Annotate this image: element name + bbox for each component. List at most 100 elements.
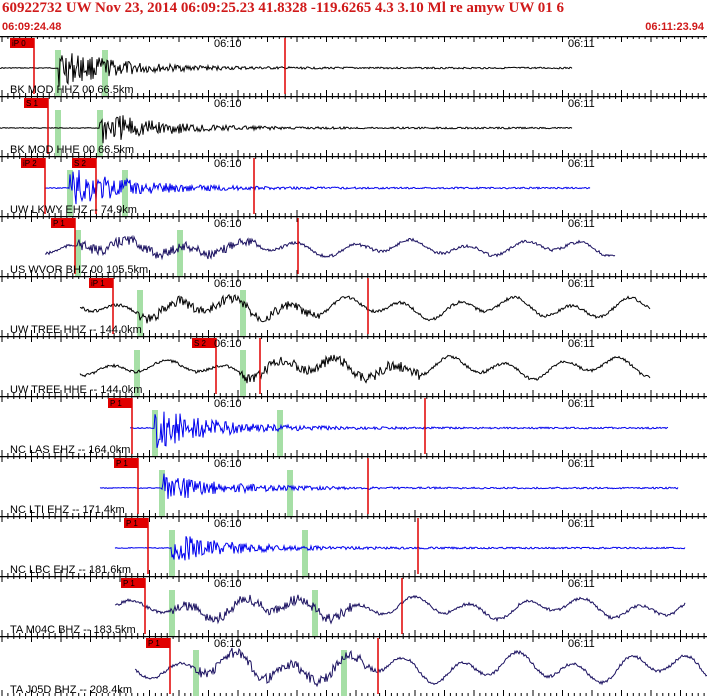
phase-pick-flag[interactable]	[192, 338, 216, 348]
phase-pick-flag[interactable]	[51, 218, 75, 228]
time-label: 06:10	[214, 38, 242, 50]
phase-window-marker	[159, 470, 165, 516]
phase-pick-label: P 1	[123, 579, 135, 588]
trace-canvas: iP 2 S 2	[0, 156, 707, 216]
trace-canvas: P 1	[0, 456, 707, 516]
phase-window-marker	[152, 410, 158, 456]
trace-canvas: P 1	[0, 576, 707, 636]
channel-label: UW TREE HHZ -- 144.0km	[10, 324, 142, 336]
trace-canvas: S 1	[0, 96, 707, 156]
trace-panel[interactable]: iP 0 06:10 06:11 BK MOD HHZ 00 66.5km	[0, 36, 707, 96]
trace-panel[interactable]: P 1 06:10 06:11 TA J05D BHZ -- 208.4km	[0, 636, 707, 696]
time-label: 06:10	[214, 458, 242, 470]
phase-pick-flag[interactable]	[24, 98, 48, 108]
phase-pick-label: P 1	[110, 399, 122, 408]
phase-window-marker	[75, 230, 81, 276]
phase-window-marker	[102, 50, 108, 96]
trace-panel[interactable]: P 1 06:10 06:11 NC LTI EHZ -- 171.4km	[0, 456, 707, 516]
phase-pick-flag[interactable]	[10, 38, 34, 48]
channel-label: BK MOD HHE 00 66.5km	[10, 144, 135, 156]
phase-window-marker	[240, 350, 246, 396]
phase-window-marker	[137, 290, 143, 336]
phase-pick-flag[interactable]	[124, 518, 148, 528]
time-label: 06:11	[568, 458, 595, 470]
phase-pick-label: iP 0	[12, 39, 26, 48]
trace-panel[interactable]: S 1 06:10 06:11 BK MOD HHE 00 66.5km	[0, 96, 707, 156]
time-label: 06:11	[568, 338, 595, 350]
phase-window-marker	[312, 590, 318, 636]
channel-label: NC LBC EHZ -- 181.6km	[10, 564, 132, 576]
phase-window-marker	[302, 530, 308, 576]
channel-label: US WVOR BHZ 00 105.5km	[10, 264, 149, 276]
trace-panel[interactable]: P 1 06:10 06:11 US WVOR BHZ 00 105.5km	[0, 216, 707, 276]
trace-canvas: iP 1	[0, 276, 707, 336]
phase-window-marker	[122, 170, 128, 216]
time-label: 06:11	[568, 38, 595, 50]
trace-panel[interactable]: iP 2 S 2 06:10 06:11 UW LKWY EHZ -- 74.9km	[0, 156, 707, 216]
seismogram-trace	[114, 594, 686, 625]
phase-window-marker	[55, 110, 61, 156]
phase-window-marker	[287, 470, 293, 516]
time-label: 06:11	[568, 218, 595, 230]
trace-canvas: P 1	[0, 396, 707, 456]
time-label: 06:10	[214, 398, 242, 410]
channel-label: UW TREE HHE -- 144.0km	[10, 384, 143, 396]
time-label: 06:10	[214, 518, 242, 530]
trace-panel[interactable]: P 1 06:10 06:11 NC LAS EHZ -- 164.0km	[0, 396, 707, 456]
trace-canvas: P 1	[0, 516, 707, 576]
time-label: 06:10	[214, 158, 242, 170]
channel-label: TA J05D BHZ -- 208.4km	[10, 684, 133, 696]
time-label: 06:11	[568, 578, 595, 590]
seismogram-trace	[0, 115, 573, 144]
phase-pick-flag[interactable]	[21, 158, 45, 168]
time-label: 06:10	[214, 578, 242, 590]
trace-panel[interactable]: P 1 06:10 06:11 TA M04C BHZ -- 183.5km	[0, 576, 707, 636]
phase-pick-flag[interactable]	[146, 638, 170, 648]
channel-label: BK MOD HHZ 00 66.5km	[10, 84, 134, 96]
seismogram-trace	[44, 234, 616, 261]
trace-panel[interactable]: S 2 06:10 06:11 UW TREE HHE -- 144.0km	[0, 336, 707, 396]
channel-label: NC LAS EHZ -- 164.0km	[10, 444, 131, 456]
time-label: 06:11	[568, 398, 595, 410]
seismogram-trace	[99, 473, 679, 499]
header: 60922732 UW Nov 23, 2014 06:09:25.23 41.…	[0, 0, 707, 36]
trace-canvas: S 2	[0, 336, 707, 396]
time-label: 06:11	[568, 638, 595, 650]
time-label: 06:11	[568, 158, 595, 170]
time-label: 06:10	[214, 338, 242, 350]
phase-pick-flag[interactable]	[89, 278, 113, 288]
channel-label: TA M04C BHZ -- 183.5km	[10, 624, 136, 636]
phase-pick-label: S 1	[26, 99, 39, 108]
time-label: 06:10	[214, 638, 242, 650]
phase-window-marker	[177, 230, 183, 276]
phase-window-marker	[277, 410, 283, 456]
phase-pick-label: P 1	[116, 459, 128, 468]
phase-pick-label: S 2	[74, 159, 87, 168]
seismogram-trace	[79, 293, 651, 324]
trace-panel[interactable]: P 1 06:10 06:11 NC LBC EHZ -- 181.6km	[0, 516, 707, 576]
time-label: 06:10	[214, 218, 242, 230]
seismogram-trace	[0, 53, 573, 87]
time-label: 06:11	[568, 518, 595, 530]
phase-pick-flag[interactable]	[108, 398, 132, 408]
phase-window-marker	[240, 290, 246, 336]
trace-canvas: P 1	[0, 216, 707, 276]
trace-canvas: iP 0	[0, 36, 707, 96]
channel-label: UW LKWY EHZ -- 74.9km	[10, 204, 137, 216]
phase-pick-flag[interactable]	[121, 578, 145, 588]
phase-pick-label: P 1	[126, 519, 138, 528]
start-time: 06:09:24.48	[2, 21, 62, 33]
event-title: 60922732 UW Nov 23, 2014 06:09:25.23 41.…	[2, 0, 565, 16]
phase-pick-label: S 2	[194, 339, 207, 348]
seismogram-trace	[134, 647, 707, 688]
phase-pick-flag[interactable]	[72, 158, 96, 168]
trace-panel[interactable]: iP 1 06:10 06:11 UW TREE HHZ -- 144.0km	[0, 276, 707, 336]
seismogram-trace	[114, 536, 686, 561]
phase-window-marker	[67, 170, 73, 216]
time-label: 06:10	[214, 278, 242, 290]
phase-pick-label: P 1	[53, 219, 65, 228]
channel-label: NC LTI EHZ -- 171.4km	[10, 504, 125, 516]
seismogram-trace	[79, 354, 651, 384]
phase-window-marker	[97, 110, 103, 156]
phase-pick-flag[interactable]	[114, 458, 138, 468]
